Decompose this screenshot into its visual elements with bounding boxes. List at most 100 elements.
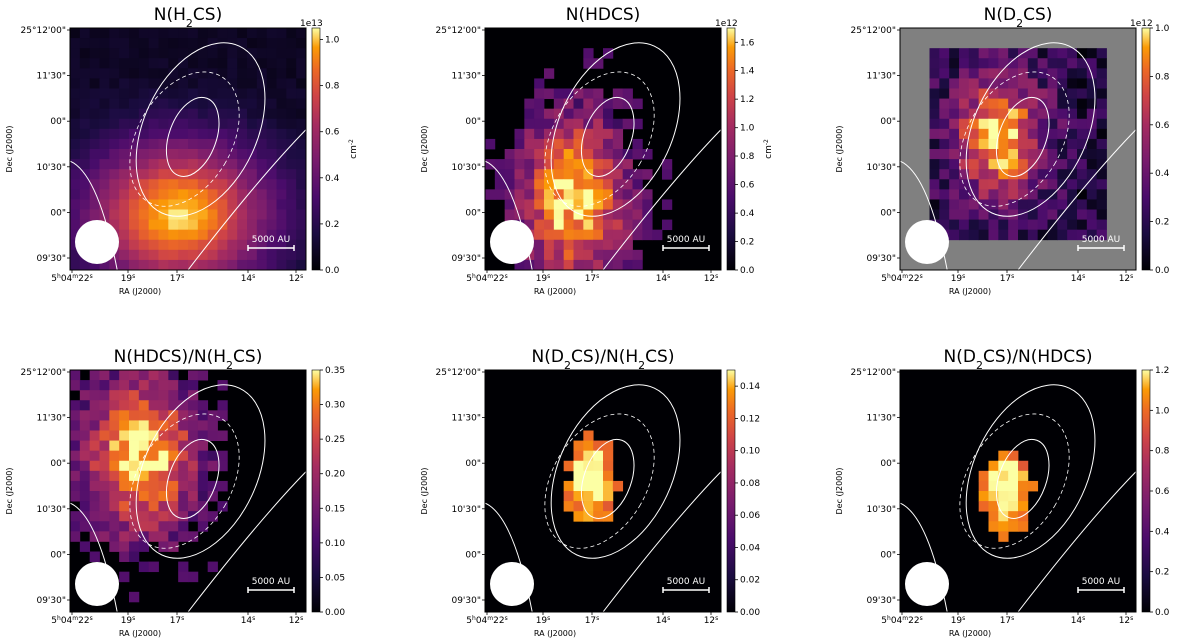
ra-tick-label: 17s	[170, 615, 185, 627]
panel-d2cs_hdcs: N(D2CS)/N(HDCS) 5000 AU 25°12'00" 11'30" 00"…	[835, 347, 1170, 638]
colorbar	[726, 369, 736, 613]
colorbar-tick-label: 0.35	[325, 366, 345, 376]
contour-inner	[165, 438, 220, 519]
contour-outer	[965, 384, 1096, 559]
colorbar-tick-label: 0.20	[325, 470, 345, 480]
ra-tick-label: 17s	[1000, 273, 1015, 285]
dec-tick-label: 00"	[465, 550, 481, 560]
colorbar-tick-label: 1.0	[1155, 406, 1170, 416]
colorbar-tick-label: 0.8	[325, 82, 340, 92]
scalebar-label: 5000 AU	[667, 577, 706, 587]
ra-tick-label: 12s	[704, 273, 719, 285]
colorbar-tick-label: 0.4	[740, 209, 755, 219]
scalebar-label: 5000 AU	[1082, 235, 1121, 245]
panel-title: N(D2CS)/N(H2CS)	[532, 347, 675, 372]
ra-tick-label: 19s	[951, 615, 966, 627]
colorbar-tick-label: 0.02	[740, 576, 760, 586]
dec-tick-label: 10'30"	[866, 505, 896, 515]
ra-tick-label: 14s	[241, 273, 256, 285]
x-axis-label: RA (J2000)	[534, 287, 576, 296]
colorbar-tick-label: 0.12	[740, 414, 760, 424]
ra-tick-label: 14s	[656, 273, 671, 285]
colorbar-tick-label: 0.2	[325, 220, 339, 230]
beam-marker	[75, 562, 119, 606]
dec-tick-label: 25°12'00"	[21, 26, 66, 36]
ra-tick-label: 19s	[121, 615, 136, 627]
dec-tick-label: 09'30"	[36, 596, 66, 606]
dec-tick-label: 25°12'00"	[851, 368, 896, 378]
colorbar-tick-label: 0.2	[740, 237, 754, 247]
colorbar-tick-label: 0.2	[1155, 218, 1169, 228]
ra-tick-label: 5h04m22s	[881, 273, 922, 285]
colorbar-tick-label: 0.2	[1155, 568, 1169, 578]
ra-tick-label: 17s	[585, 615, 600, 627]
dec-tick-label: 25°12'00"	[21, 368, 66, 378]
colorbar-tick-label: 0.00	[740, 608, 760, 618]
contour-inner	[165, 96, 220, 177]
dec-tick-label: 09'30"	[451, 596, 481, 606]
x-axis-label: RA (J2000)	[119, 287, 161, 296]
y-axis-label: Dec (J2000)	[835, 126, 844, 173]
colorbar-unit: cm-2	[348, 139, 360, 159]
colorbar-tick-label: 0.15	[325, 504, 345, 514]
dec-tick-label: 00"	[50, 117, 66, 127]
contour-dashed	[129, 71, 240, 207]
colorbar-exponent: 1e13	[300, 19, 323, 29]
dec-tick-label: 00"	[50, 459, 66, 469]
colorbar	[1141, 27, 1151, 271]
dec-tick-label: 09'30"	[866, 254, 896, 264]
dec-tick-label: 11'30"	[866, 72, 896, 82]
contour-inner	[580, 96, 635, 177]
contour-dashed	[544, 71, 655, 207]
colorbar-tick-label: 1.4	[740, 67, 755, 77]
contour-dashed	[959, 71, 1070, 207]
ra-tick-label: 12s	[1119, 615, 1134, 627]
y-axis-label: Dec (J2000)	[835, 468, 844, 515]
colorbar-tick-label: 0.4	[1155, 169, 1170, 179]
ra-tick-label: 5h04m22s	[466, 615, 507, 627]
colorbar-tick-label: 0.4	[325, 174, 340, 184]
dec-tick-label: 00"	[50, 550, 66, 560]
panel-hdcs: N(HDCS) 5000 AU 25°12'00" 11'30" 00" 10'30" 00…	[420, 5, 774, 296]
ra-tick-label: 5h04m22s	[466, 273, 507, 285]
colorbar-tick-label: 0.0	[740, 266, 755, 276]
beam-marker	[490, 562, 534, 606]
ra-tick-label: 12s	[289, 615, 304, 627]
contour-outer	[965, 42, 1096, 217]
contour-outer	[550, 384, 681, 559]
ra-tick-label: 19s	[951, 273, 966, 285]
x-axis-label: RA (J2000)	[119, 629, 161, 638]
colorbar	[1141, 369, 1151, 613]
colorbar-tick-label: 0.25	[325, 435, 345, 445]
axes-frame	[899, 369, 1137, 613]
dec-tick-label: 25°12'00"	[851, 26, 896, 36]
ra-tick-label: 14s	[1071, 615, 1086, 627]
colorbar-tick-label: 0.6	[740, 181, 755, 191]
contour-outer	[550, 42, 681, 217]
contour-inner	[580, 438, 635, 519]
ra-tick-label: 5h04m22s	[51, 273, 92, 285]
contour-dashed	[129, 413, 240, 549]
colorbar-tick-label: 1.0	[1155, 24, 1170, 34]
colorbar-tick-label: 0.0	[1155, 266, 1170, 276]
colorbar-tick-label: 1.2	[1155, 366, 1169, 376]
colorbar-tick-label: 0.05	[325, 573, 345, 583]
panel-title: N(HDCS)/N(H2CS)	[114, 347, 263, 372]
dec-tick-label: 09'30"	[451, 254, 481, 264]
colorbar-tick-label: 1.6	[740, 38, 755, 48]
ra-tick-label: 19s	[536, 273, 551, 285]
scalebar-label: 5000 AU	[252, 577, 291, 587]
dec-tick-label: 00"	[50, 208, 66, 218]
beam-marker	[905, 562, 949, 606]
colorbar-tick-label: 0.14	[740, 382, 760, 392]
dec-tick-label: 00"	[465, 208, 481, 218]
panel-d2cs: N(D2CS) 5000 AU 25°12'00" 11'30" 00" 10'30" 00…	[835, 5, 1170, 296]
colorbar-tick-label: 0.6	[1155, 121, 1170, 131]
colorbar-tick-label: 0.6	[325, 128, 340, 138]
dec-tick-label: 10'30"	[36, 505, 66, 515]
dec-tick-label: 09'30"	[36, 254, 66, 264]
colorbar-tick-label: 1.0	[325, 36, 340, 46]
dec-tick-label: 09'30"	[866, 596, 896, 606]
colorbar-tick-label: 0.00	[325, 608, 345, 618]
scalebar-label: 5000 AU	[667, 235, 706, 245]
